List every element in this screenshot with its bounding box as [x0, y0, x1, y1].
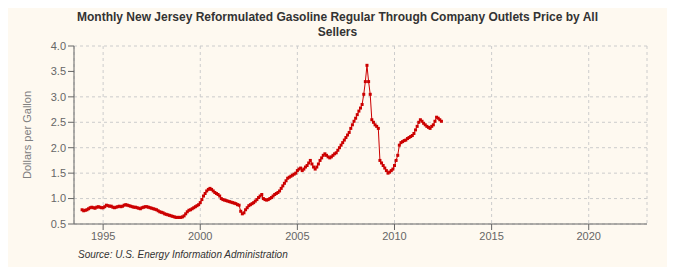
- svg-text:2010: 2010: [382, 230, 406, 242]
- svg-text:Dollars per Gallon: Dollars per Gallon: [21, 91, 33, 179]
- html-text:Sellers: Sellers: [317, 25, 358, 39]
- svg-text:1.0: 1.0: [51, 192, 66, 204]
- svg-text:2.0: 2.0: [51, 142, 66, 154]
- svg-text:0.5: 0.5: [51, 218, 66, 230]
- html-text:Source: U.S. Energy Informatio: Source: U.S. Energy Information Administ…: [78, 249, 288, 260]
- svg-text:4.0: 4.0: [51, 40, 66, 52]
- svg-text:2.5: 2.5: [51, 116, 66, 128]
- svg-text:3.0: 3.0: [51, 91, 66, 103]
- html-text:Monthly New Jersey Reformulate: Monthly New Jersey Reformulated Gasoline…: [77, 10, 598, 24]
- svg-text:2005: 2005: [285, 230, 309, 242]
- svg-text:2015: 2015: [479, 230, 503, 242]
- svg-text:1995: 1995: [91, 230, 115, 242]
- svg-text:1.5: 1.5: [51, 167, 66, 179]
- svg-text:2020: 2020: [576, 230, 600, 242]
- svg-text:3.5: 3.5: [51, 65, 66, 77]
- svg-text:2000: 2000: [188, 230, 212, 242]
